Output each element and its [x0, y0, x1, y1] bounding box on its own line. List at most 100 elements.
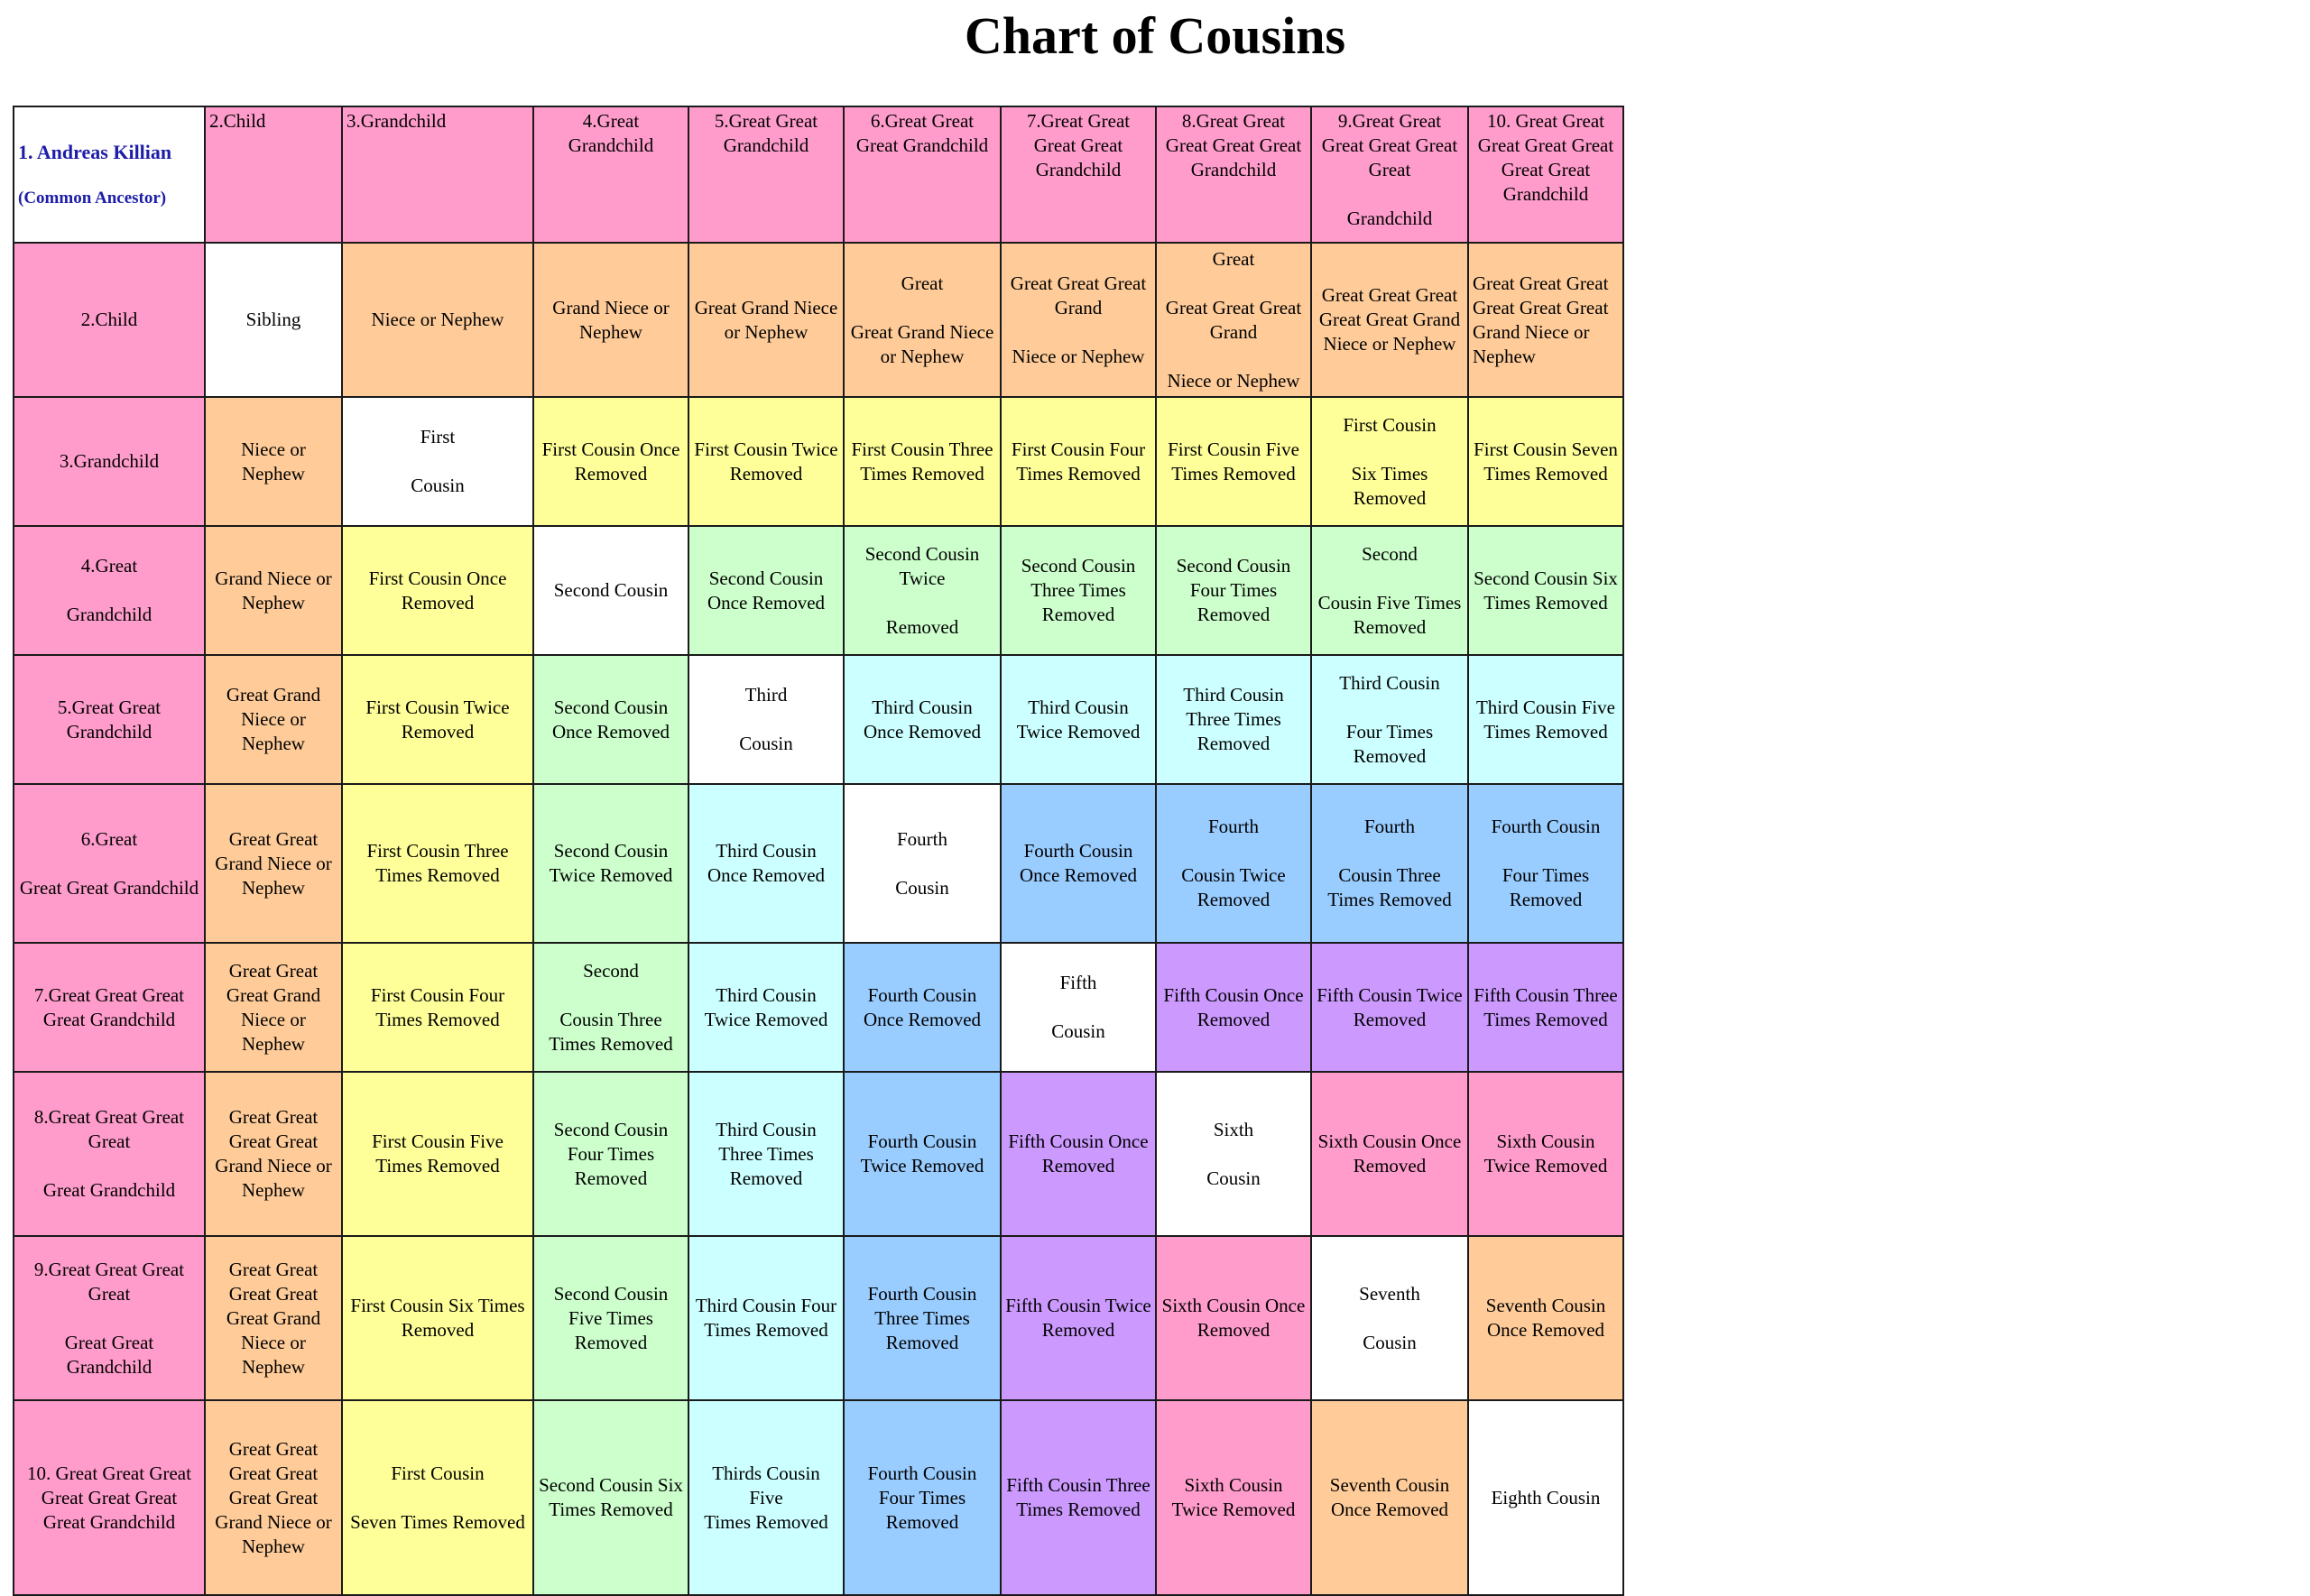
- relationship-cell: Fourth Cousin Four Times Removed: [843, 1399, 1002, 1596]
- relationship-cell: Fifth Cousin Once Removed: [1155, 942, 1312, 1073]
- relationship-cell: Fourth Cousin Twice Removed: [1155, 783, 1312, 944]
- relationship-cell: Second Cousin Five Times Removed: [1310, 525, 1469, 656]
- generation-header-row: 1. Andreas Killian (Common Ancestor) 2.C…: [13, 106, 1624, 244]
- relationship-row: 2.Child Sibling Niece or Nephew Grand Niece…: [13, 242, 1624, 398]
- relationship-cell: Fourth Cousin Once Removed: [1000, 783, 1157, 944]
- relationship-cell: Grand Niece or Nephew: [532, 242, 689, 398]
- column-header: 8.Great Great Great Great Great Grandchi…: [1155, 106, 1312, 244]
- column-header: 10. Great Great Great Great Great Great …: [1467, 106, 1624, 244]
- relationship-cell: Second Cousin: [532, 525, 689, 656]
- relationship-cell: First Cousin Six Times Removed: [341, 1235, 534, 1401]
- relationship-cell: Fourth Cousin Three Times Removed: [1310, 783, 1469, 944]
- relationship-cell: Second Cousin Six Times Removed: [1467, 525, 1624, 656]
- row-header: 8.Great Great Great Great Great Grandchi…: [13, 1071, 206, 1237]
- relationship-cell: Second Cousin Six Times Removed: [532, 1399, 689, 1596]
- relationship-cell: First Cousin Four Times Removed: [341, 942, 534, 1073]
- column-header: 7.Great Great Great Great Grandchild: [1000, 106, 1157, 244]
- relationship-cell: Grand Niece or Nephew: [204, 525, 343, 656]
- relationship-cell: Second Cousin Once Removed: [532, 654, 689, 785]
- relationship-cell: Eighth Cousin: [1467, 1399, 1624, 1596]
- relationship-cell: Second Cousin Once Removed: [688, 525, 845, 656]
- relationship-cell: Great Great Grand Niece or Nephew: [843, 242, 1002, 398]
- ancestor-note: (Common Ancestor): [18, 188, 167, 208]
- relationship-cell: Sixth Cousin: [1155, 1071, 1312, 1237]
- relationship-cell: Third Cousin Five Times Removed: [1467, 654, 1624, 785]
- relationship-cell: Sixth Cousin Twice Removed: [1155, 1399, 1312, 1596]
- relationship-cell: Fourth Cousin Twice Removed: [843, 1071, 1002, 1237]
- row-header: 3.Grandchild: [13, 396, 206, 527]
- relationship-row: 5.Great Great Grandchild Great Grand Niec…: [13, 654, 1624, 785]
- relationship-cell: Fourth Cousin Four Times Removed: [1467, 783, 1624, 944]
- relationship-cell: Great Great Great Great Grand Niece or N…: [1155, 242, 1312, 398]
- row-header: 2.Child: [13, 242, 206, 398]
- relationship-cell: Fourth Cousin: [843, 783, 1002, 944]
- column-header: 9.Great Great Great Great Great Great Gr…: [1310, 106, 1469, 244]
- cousin-chart-table: 1. Andreas Killian (Common Ancestor) 2.C…: [13, 106, 1624, 1596]
- relationship-cell: Fourth Cousin Once Removed: [843, 942, 1002, 1073]
- relationship-cell: Sixth Cousin Once Removed: [1310, 1071, 1469, 1237]
- relationship-cell: First Cousin Four Times Removed: [1000, 396, 1157, 527]
- relationship-cell: Seventh Cousin Once Removed: [1310, 1399, 1469, 1596]
- relationship-cell: Third Cousin Once Removed: [688, 783, 845, 944]
- relationship-cell: First Cousin Five Times Removed: [1155, 396, 1312, 527]
- column-header: 2.Child: [204, 106, 343, 244]
- relationship-cell: First Cousin Twice Removed: [688, 396, 845, 527]
- relationship-cell: Third Cousin Three Times Removed: [688, 1071, 845, 1237]
- relationship-cell: First Cousin Seven Times Removed: [341, 1399, 534, 1596]
- relationship-cell: Great Great Great Grand Niece or Nephew: [1000, 242, 1157, 398]
- column-header: 5.Great Great Grandchild: [688, 106, 845, 244]
- relationship-cell: First Cousin Once Removed: [532, 396, 689, 527]
- relationship-cell: Niece or Nephew: [204, 396, 343, 527]
- relationship-cell: Great Great Great Great Great Grand Niec…: [204, 1235, 343, 1401]
- relationship-row: 6.Great Great Great Grandchild Great Grea…: [13, 783, 1624, 944]
- relationship-cell: Fifth Cousin Twice Removed: [1000, 1235, 1157, 1401]
- relationship-cell: Fifth Cousin Three Times Removed: [1467, 942, 1624, 1073]
- relationship-cell: Great Great Great Grand Niece or Nephew: [204, 942, 343, 1073]
- relationship-cell: First Cousin Once Removed: [341, 525, 534, 656]
- relationship-cell: Great Grand Niece or Nephew: [688, 242, 845, 398]
- relationship-cell: Seventh Cousin: [1310, 1235, 1469, 1401]
- relationship-cell: Seventh Cousin Once Removed: [1467, 1235, 1624, 1401]
- relationship-cell: Second Cousin Three Times Removed: [532, 942, 689, 1073]
- relationship-cell: Sibling: [204, 242, 343, 398]
- relationship-cell: Niece or Nephew: [341, 242, 534, 398]
- relationship-row: 9.Great Great Great Great Great Great Gr…: [13, 1235, 1624, 1401]
- relationship-row: 10. Great Great Great Great Great Great …: [13, 1399, 1624, 1596]
- relationship-cell: Third Cousin Twice Removed: [1000, 654, 1157, 785]
- relationship-cell: Fourth Cousin Three Times Removed: [843, 1235, 1002, 1401]
- relationship-cell: Sixth Cousin Once Removed: [1155, 1235, 1312, 1401]
- column-header: 4.Great Grandchild: [532, 106, 689, 244]
- relationship-cell: Fifth Cousin Once Removed: [1000, 1071, 1157, 1237]
- relationship-row: 4.Great Grandchild Grand Niece or Nephew F…: [13, 525, 1624, 656]
- column-header: 3.Grandchild: [341, 106, 534, 244]
- row-header: 10. Great Great Great Great Great Great …: [13, 1399, 206, 1596]
- common-ancestor-cell: 1. Andreas Killian (Common Ancestor): [13, 106, 206, 244]
- column-header: 6.Great Great Great Grandchild: [843, 106, 1002, 244]
- row-header: 7.Great Great Great Great Grandchild: [13, 942, 206, 1073]
- relationship-cell: Third Cousin Four Times Removed: [1310, 654, 1469, 785]
- relationship-cell: First Cousin: [341, 396, 534, 527]
- relationship-cell: Great Grand Niece or Nephew: [204, 654, 343, 785]
- relationship-cell: Second Cousin Twice Removed: [843, 525, 1002, 656]
- row-header: 4.Great Grandchild: [13, 525, 206, 656]
- page-title: Chart of Cousins: [964, 6, 1346, 65]
- relationship-cell: Fifth Cousin Twice Removed: [1310, 942, 1469, 1073]
- relationship-cell: Fifth Cousin Three Times Removed: [1000, 1399, 1157, 1596]
- relationship-row: 7.Great Great Great Great Grandchild Grea…: [13, 942, 1624, 1073]
- relationship-cell: First Cousin Five Times Removed: [341, 1071, 534, 1237]
- cousin-chart-body: 1. Andreas Killian (Common Ancestor) 2.C…: [13, 106, 1624, 1596]
- relationship-cell: Second Cousin Four Times Removed: [532, 1071, 689, 1237]
- relationship-cell: Great Great Great Great Grand Niece or N…: [204, 1071, 343, 1237]
- row-header: 5.Great Great Grandchild: [13, 654, 206, 785]
- relationship-cell: Second Cousin Three Times Removed: [1000, 525, 1157, 656]
- relationship-cell: Second Cousin Twice Removed: [532, 783, 689, 944]
- relationship-cell: Thirds Cousin Five Times Removed: [688, 1399, 845, 1596]
- relationship-cell: Great Great Great Great Great Great Gran…: [204, 1399, 343, 1596]
- row-header: 9.Great Great Great Great Great Great Gr…: [13, 1235, 206, 1401]
- relationship-cell: Second Cousin Four Times Removed: [1155, 525, 1312, 656]
- relationship-cell: Third Cousin Four Times Removed: [688, 1235, 845, 1401]
- relationship-cell: Second Cousin Five Times Removed: [532, 1235, 689, 1401]
- relationship-row: 8.Great Great Great Great Great Grandchi…: [13, 1071, 1624, 1237]
- relationship-cell: First Cousin Twice Removed: [341, 654, 534, 785]
- relationship-cell: Great Great Grand Niece or Nephew: [204, 783, 343, 944]
